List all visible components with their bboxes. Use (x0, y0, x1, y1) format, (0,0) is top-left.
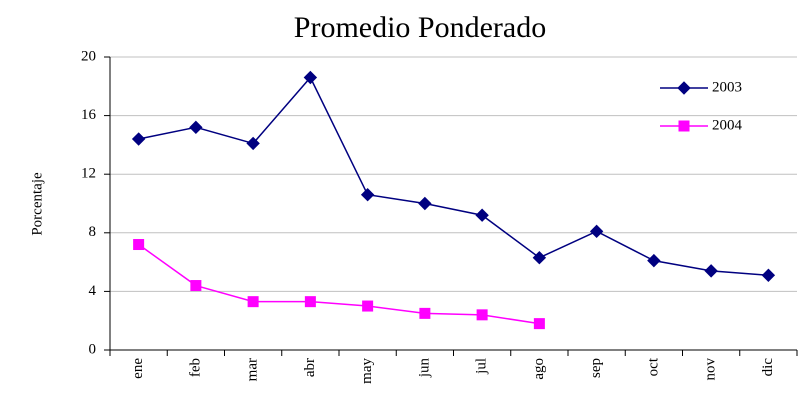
x-tick-label: jul (474, 358, 490, 375)
marker (360, 188, 375, 202)
marker (304, 296, 316, 308)
series-line (138, 243, 540, 325)
x-tick-label: ago (531, 358, 547, 380)
marker (189, 120, 203, 135)
marker (678, 120, 690, 132)
marker (533, 318, 545, 330)
marker (647, 253, 661, 268)
x-tick-label: oct (645, 357, 661, 376)
marker (704, 264, 718, 278)
marker (589, 224, 604, 239)
y-tick-label: 4 (89, 283, 97, 299)
x-tick-label: mar (245, 358, 261, 381)
x-tick-label: nov (703, 358, 719, 381)
marker (362, 300, 374, 312)
marker (761, 268, 776, 282)
y-tick-label: 16 (81, 107, 97, 123)
marker (133, 239, 145, 251)
x-tick-label: jun (416, 358, 432, 379)
y-axis-label: Porcentaje (29, 172, 45, 236)
marker (418, 196, 432, 211)
marker (677, 81, 691, 95)
marker (131, 132, 146, 146)
x-tick-label: may (359, 358, 375, 384)
x-tick-label: dic (760, 358, 776, 377)
marker (476, 309, 488, 321)
chart-title: Promedio Ponderado (294, 11, 546, 44)
marker (190, 280, 202, 292)
x-tick-label: abr (302, 358, 318, 377)
legend-item: 2003 (660, 79, 742, 95)
x-tick-label: ene (130, 358, 146, 379)
legend-label: 2003 (712, 79, 742, 95)
y-tick-label: 0 (89, 341, 97, 357)
marker (303, 70, 318, 85)
legend-label: 2004 (712, 117, 743, 133)
x-tick-label: sep (588, 358, 604, 378)
series-line (138, 76, 769, 277)
y-tick-label: 8 (89, 224, 97, 240)
y-tick-label: 20 (81, 48, 96, 64)
legend-item: 2004 (660, 117, 743, 133)
marker (532, 250, 547, 265)
marker (475, 208, 489, 222)
marker (247, 296, 259, 308)
y-tick-label: 12 (81, 166, 96, 182)
marker (419, 307, 431, 319)
marker (246, 136, 260, 151)
x-tick-label: feb (187, 358, 203, 377)
